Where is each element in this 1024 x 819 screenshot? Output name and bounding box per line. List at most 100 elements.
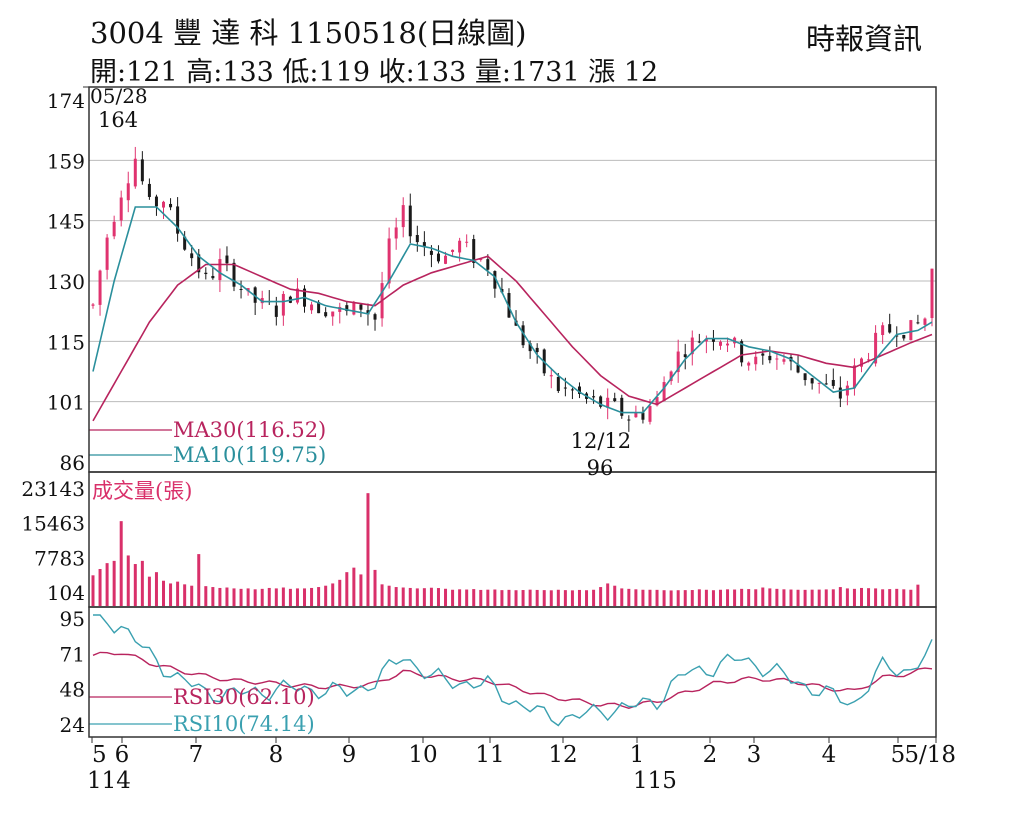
x-axis-label: 3 <box>747 742 762 768</box>
candle-body <box>310 304 314 311</box>
rsi-tick-label: 95 <box>60 607 85 631</box>
legend-ma10: MA10(119.75) <box>173 443 326 467</box>
candle-body <box>718 341 722 346</box>
volume-bar <box>380 584 384 606</box>
candle-body <box>211 275 215 279</box>
x-axis-label: 7 <box>189 742 204 768</box>
candle-body <box>528 343 532 352</box>
volume-bar <box>528 589 532 606</box>
price-tick-label: 86 <box>60 451 85 475</box>
volume-bar <box>140 560 144 606</box>
candle-body <box>902 335 906 339</box>
volume-bar <box>683 590 687 606</box>
rsi-tick-label: 48 <box>60 678 85 702</box>
price-tick-label: 130 <box>47 270 85 294</box>
volume-bar <box>655 589 659 606</box>
legend-ma30: MA30(116.52) <box>173 418 326 442</box>
volume-bar <box>239 588 243 606</box>
volume-bar <box>577 589 581 606</box>
candle-body <box>373 314 377 320</box>
price-tick-label: 159 <box>47 149 85 173</box>
volume-bar <box>676 590 680 606</box>
candle-body <box>613 398 617 402</box>
volume-bar <box>831 589 835 606</box>
volume-bar <box>317 587 321 606</box>
candle-body <box>592 396 596 398</box>
volume-bar <box>514 590 518 606</box>
volume-bar <box>768 588 772 606</box>
candle-body <box>465 241 469 243</box>
volume-bar <box>465 589 469 606</box>
candle-body <box>239 289 243 291</box>
candle-body <box>662 382 666 402</box>
candle-body <box>711 338 715 342</box>
x-axis-label: 6 <box>115 742 130 768</box>
panel-frame <box>88 471 937 608</box>
volume-bar <box>592 589 596 606</box>
x-axis-label: 5 <box>891 742 906 768</box>
candle-body <box>408 205 412 237</box>
rsi30-line <box>92 651 933 710</box>
low-value-annotation: 96 <box>587 456 614 480</box>
candle-body <box>859 358 863 367</box>
volume-bar <box>895 588 899 606</box>
candle-body <box>810 378 814 384</box>
candle-body <box>98 270 102 305</box>
candle-body <box>401 205 405 228</box>
candle-body <box>648 406 652 422</box>
volume-bar <box>479 589 483 606</box>
candle-body <box>577 386 581 394</box>
volume-bar <box>761 587 765 606</box>
volume-bar <box>648 589 652 606</box>
year-label: 115 <box>633 768 677 794</box>
volume-bar <box>183 584 187 606</box>
volume-bar <box>444 588 448 606</box>
volume-bar <box>662 590 666 606</box>
volume-bar <box>796 589 800 606</box>
candle-body <box>930 268 934 319</box>
volume-bar <box>620 588 624 606</box>
candle-body <box>331 311 335 317</box>
candle-body <box>803 373 807 381</box>
volume-tick-label: 15463 <box>21 512 85 536</box>
candle-body <box>881 325 885 335</box>
low-date-annotation: 12/12 <box>571 429 632 453</box>
candle-body <box>260 298 264 304</box>
volume-bar <box>408 587 412 606</box>
x-axis-label: 4 <box>822 742 837 768</box>
candle-body <box>232 262 236 287</box>
volume-bar <box>422 588 426 606</box>
volume-bar <box>613 585 617 606</box>
volume-bar <box>817 589 821 606</box>
x-axis-label: 11 <box>475 742 504 768</box>
chart-source: 時報資訊 <box>806 22 923 56</box>
volume-bar <box>126 555 130 606</box>
candle-body <box>458 240 462 253</box>
candle-body <box>606 397 610 408</box>
candle-body <box>169 203 173 208</box>
candle-body <box>704 339 708 342</box>
candle-body <box>655 396 659 406</box>
volume-bar <box>274 588 278 606</box>
candle-body <box>570 389 574 391</box>
volume-bar <box>775 588 779 606</box>
candle-body <box>126 183 130 201</box>
volume-bar <box>697 589 701 606</box>
volume-bar <box>535 589 539 606</box>
candle-body <box>176 206 180 234</box>
volume-bar <box>281 587 285 606</box>
candle-body <box>867 359 871 361</box>
candle-body <box>317 302 321 314</box>
candle-body <box>338 306 342 312</box>
candle-body <box>775 358 779 360</box>
candle-body <box>140 159 144 182</box>
volume-bar <box>366 493 370 606</box>
volume-bar <box>542 590 546 606</box>
volume-bar <box>310 587 314 606</box>
volume-bar <box>267 587 271 606</box>
volume-bar <box>902 589 906 606</box>
candle-body <box>183 236 187 250</box>
candle-body <box>133 158 137 187</box>
candle-body <box>852 365 856 389</box>
candle-body <box>895 335 899 337</box>
